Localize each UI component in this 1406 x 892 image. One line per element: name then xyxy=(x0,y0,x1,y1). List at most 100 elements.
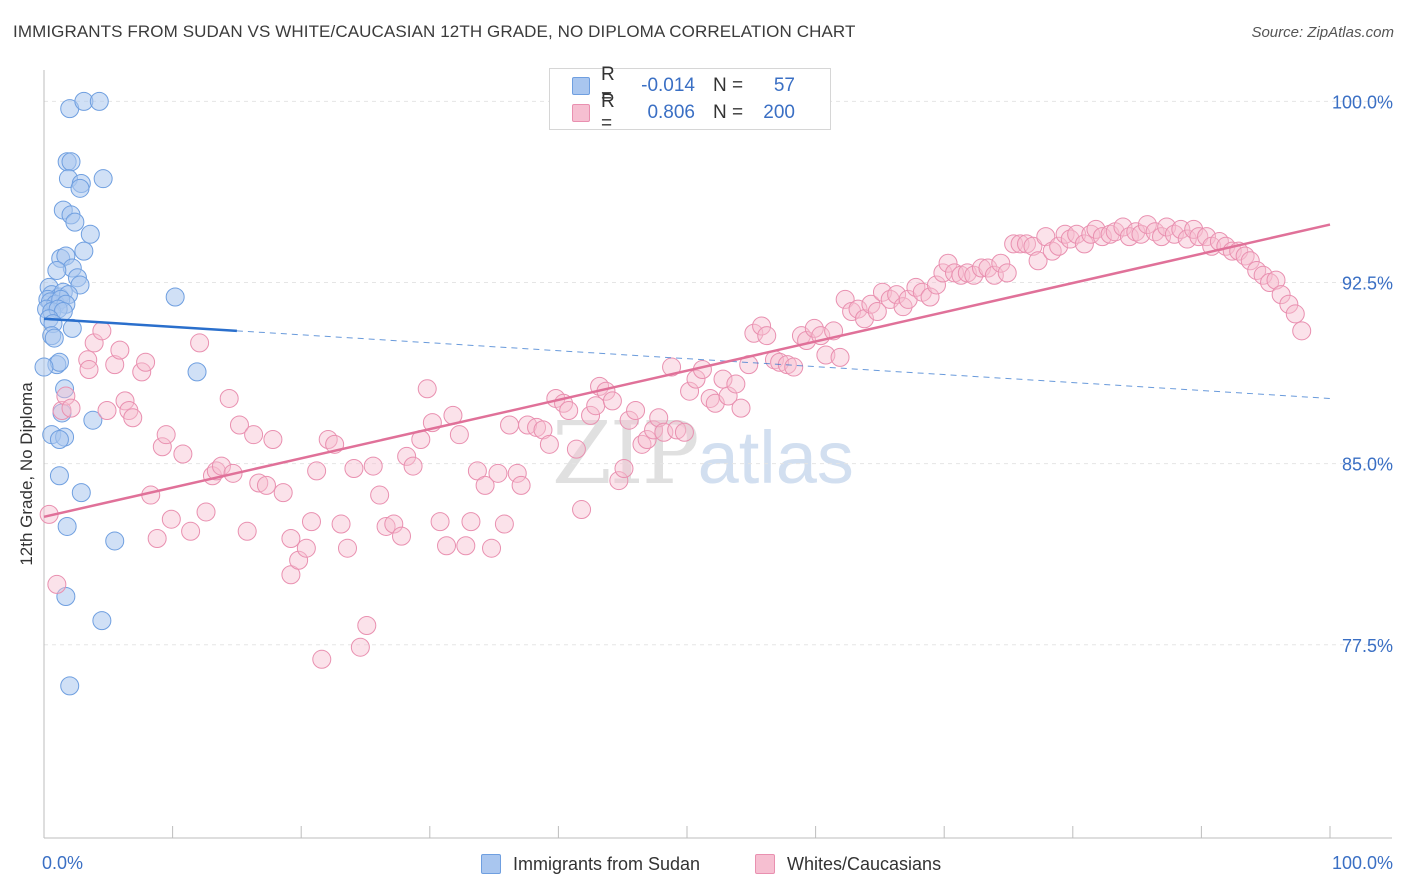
data-point-whites xyxy=(1060,229,1080,249)
data-point-whites xyxy=(161,509,181,529)
bottom-legend-label-whites: Whites/Caucasians xyxy=(787,853,942,874)
data-point-whites xyxy=(296,538,316,558)
data-point-sudan xyxy=(49,430,69,450)
x-tick-label: 100.0% xyxy=(1332,853,1393,873)
data-point-whites xyxy=(357,615,377,635)
data-point-whites xyxy=(84,333,104,353)
data-point-whites xyxy=(835,289,855,309)
series-whites-caucasians xyxy=(39,215,1312,669)
y-tick-label: 85.0% xyxy=(1342,455,1393,475)
data-point-whites xyxy=(1113,217,1133,237)
legend-r-value: -0.014 xyxy=(641,75,695,96)
data-point-whites xyxy=(500,415,520,435)
data-point-whites xyxy=(784,357,804,377)
data-point-whites xyxy=(804,318,824,338)
data-point-whites xyxy=(997,263,1017,283)
data-point-whites xyxy=(1279,294,1299,314)
data-point-sudan xyxy=(49,466,69,486)
source-credit: Source: ZipAtlas.com xyxy=(1251,24,1394,41)
data-point-sudan xyxy=(83,410,103,430)
data-point-whites xyxy=(1131,224,1151,244)
data-point-whites xyxy=(1042,241,1062,261)
legend-n-value: 57 xyxy=(773,75,795,96)
data-point-whites xyxy=(1086,219,1106,239)
data-point-whites xyxy=(370,485,390,505)
data-point-whites xyxy=(47,574,67,594)
data-point-whites xyxy=(887,285,907,305)
data-point-sudan xyxy=(34,357,54,377)
y-axis-label: 12th Grade, No Diploma xyxy=(17,382,36,566)
data-point-whites xyxy=(1092,227,1112,247)
data-point-whites xyxy=(1197,227,1217,247)
data-point-whites xyxy=(731,398,751,418)
data-point-whites xyxy=(1023,236,1043,256)
data-point-whites xyxy=(461,512,481,532)
data-point-whites xyxy=(115,391,135,411)
data-point-whites xyxy=(602,391,622,411)
bottom-legend-swatch-sudan xyxy=(481,854,501,874)
legend-r-label: R = xyxy=(601,91,615,134)
data-point-whites xyxy=(350,637,370,657)
data-point-whites xyxy=(392,526,412,546)
data-point-whites xyxy=(123,408,143,428)
data-point-whites xyxy=(417,379,437,399)
data-point-whites xyxy=(196,502,216,522)
data-point-whites xyxy=(132,362,152,382)
data-point-whites xyxy=(1119,227,1139,247)
data-point-whites xyxy=(752,316,772,336)
data-point-whites xyxy=(1028,251,1048,271)
axes xyxy=(43,70,1392,839)
data-point-whites xyxy=(726,374,746,394)
data-point-whites xyxy=(572,500,592,520)
data-point-whites xyxy=(307,461,327,481)
data-point-whites xyxy=(136,352,156,372)
data-point-whites xyxy=(1074,234,1094,254)
data-point-whites xyxy=(397,446,417,466)
data-point-whites xyxy=(614,458,634,478)
series-immigrants-from-sudan xyxy=(34,91,207,696)
data-point-whites xyxy=(511,475,531,495)
data-point-whites xyxy=(449,425,469,445)
data-point-whites xyxy=(1271,285,1291,305)
data-point-whites xyxy=(830,347,850,367)
data-point-whites xyxy=(56,386,76,406)
data-point-whites xyxy=(1177,229,1197,249)
x-tick-label: 0.0% xyxy=(42,853,83,873)
data-point-whites xyxy=(978,258,998,278)
data-point-whites xyxy=(79,359,99,379)
legend-swatch-sudan xyxy=(572,77,590,95)
data-point-sudan xyxy=(187,362,207,382)
data-point-whites xyxy=(539,434,559,454)
data-point-whites xyxy=(1292,321,1312,341)
data-point-whites xyxy=(97,401,117,421)
data-point-whites xyxy=(533,420,553,440)
data-point-whites xyxy=(437,536,457,556)
data-point-whites xyxy=(566,439,586,459)
data-point-whites xyxy=(376,516,396,536)
data-point-sudan xyxy=(61,152,81,172)
data-point-whites xyxy=(757,326,777,346)
data-point-whites xyxy=(649,408,669,428)
data-point-sudan xyxy=(165,287,185,307)
data-point-whites xyxy=(273,483,293,503)
data-point-whites xyxy=(926,275,946,295)
data-point-whites xyxy=(494,514,514,534)
data-point-whites xyxy=(1067,224,1087,244)
watermark-atlas: atlas xyxy=(697,416,854,499)
data-point-sudan xyxy=(71,483,91,503)
data-point-whites xyxy=(301,512,321,532)
data-point-whites xyxy=(1189,227,1209,247)
data-point-whites xyxy=(662,357,682,377)
data-point-whites xyxy=(1036,227,1056,247)
data-point-whites xyxy=(318,430,338,450)
data-point-sudan xyxy=(74,241,94,261)
data-point-whites xyxy=(263,430,283,450)
data-point-whites xyxy=(674,422,694,442)
data-point-sudan xyxy=(55,379,75,399)
data-point-whites xyxy=(861,294,881,314)
bottom-legend-sudan: Immigrants from Sudan xyxy=(481,852,700,876)
data-point-whites xyxy=(619,410,639,430)
data-point-whites xyxy=(1049,236,1069,256)
data-point-whites xyxy=(219,388,239,408)
